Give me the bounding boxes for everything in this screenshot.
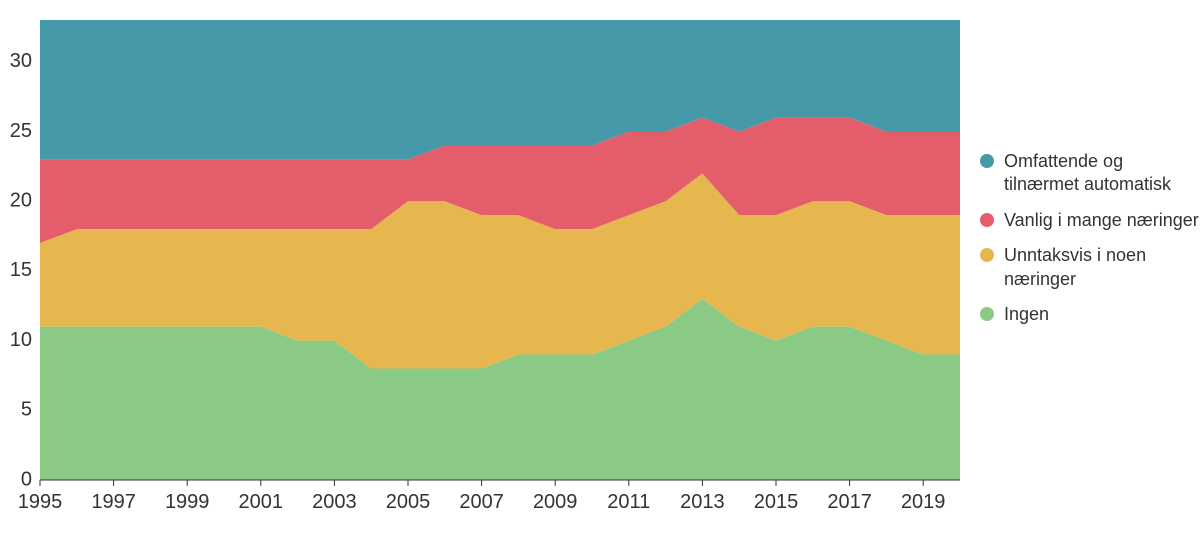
legend-swatch — [980, 154, 994, 168]
y-tick-label: 20 — [10, 189, 32, 211]
x-tick-label: 2001 — [239, 491, 284, 513]
y-tick-label: 15 — [10, 259, 32, 281]
legend-label: Omfattende og tilnærmet automatisk — [1004, 150, 1200, 197]
x-tick-label: 2007 — [459, 491, 504, 513]
legend-item: Unntaksvis i noen næringer — [980, 244, 1200, 291]
x-tick-label: 1999 — [165, 491, 210, 513]
x-tick-label: 1997 — [91, 491, 136, 513]
legend-label: Unntaksvis i noen næringer — [1004, 244, 1200, 291]
x-tick-label: 2003 — [312, 491, 357, 513]
x-tick-label: 2017 — [827, 491, 872, 513]
legend-swatch — [980, 307, 994, 321]
legend-item: Vanlig i mange næringer — [980, 209, 1200, 232]
y-tick-label: 30 — [10, 50, 32, 72]
legend-swatch — [980, 248, 994, 262]
x-tick-label: 1995 — [18, 491, 63, 513]
legend-swatch — [980, 213, 994, 227]
x-tick-label: 2015 — [754, 491, 799, 513]
y-tick-label: 5 — [21, 399, 32, 421]
stacked-area-chart: 0 5 10 15 20 25 30 1995 1997 1999 2001 2003 2005 2007… — [0, 0, 960, 525]
legend-item: Ingen — [980, 303, 1200, 326]
x-tick-label: 2013 — [680, 491, 725, 513]
chart-svg: 0 5 10 15 20 25 30 1995 1997 1999 2001 2003 2005 2007… — [0, 0, 960, 520]
legend-item: Omfattende og tilnærmet automatisk — [980, 150, 1200, 197]
x-tick-label: 2019 — [901, 491, 946, 513]
chart-container: 0 5 10 15 20 25 30 1995 1997 1999 2001 2003 2005 2007… — [0, 0, 1200, 550]
y-tick-label: 25 — [10, 120, 32, 142]
legend-label: Ingen — [1004, 303, 1049, 326]
x-tick-label: 2005 — [386, 491, 431, 513]
y-tick-label: 0 — [21, 468, 32, 490]
legend-label: Vanlig i mange næringer — [1004, 209, 1199, 232]
legend: Omfattende og tilnærmet automatisk Vanlig… — [960, 0, 1200, 338]
x-tick-label: 2009 — [533, 491, 578, 513]
y-tick-label: 10 — [10, 329, 32, 351]
x-tick-label: 2011 — [607, 491, 650, 513]
